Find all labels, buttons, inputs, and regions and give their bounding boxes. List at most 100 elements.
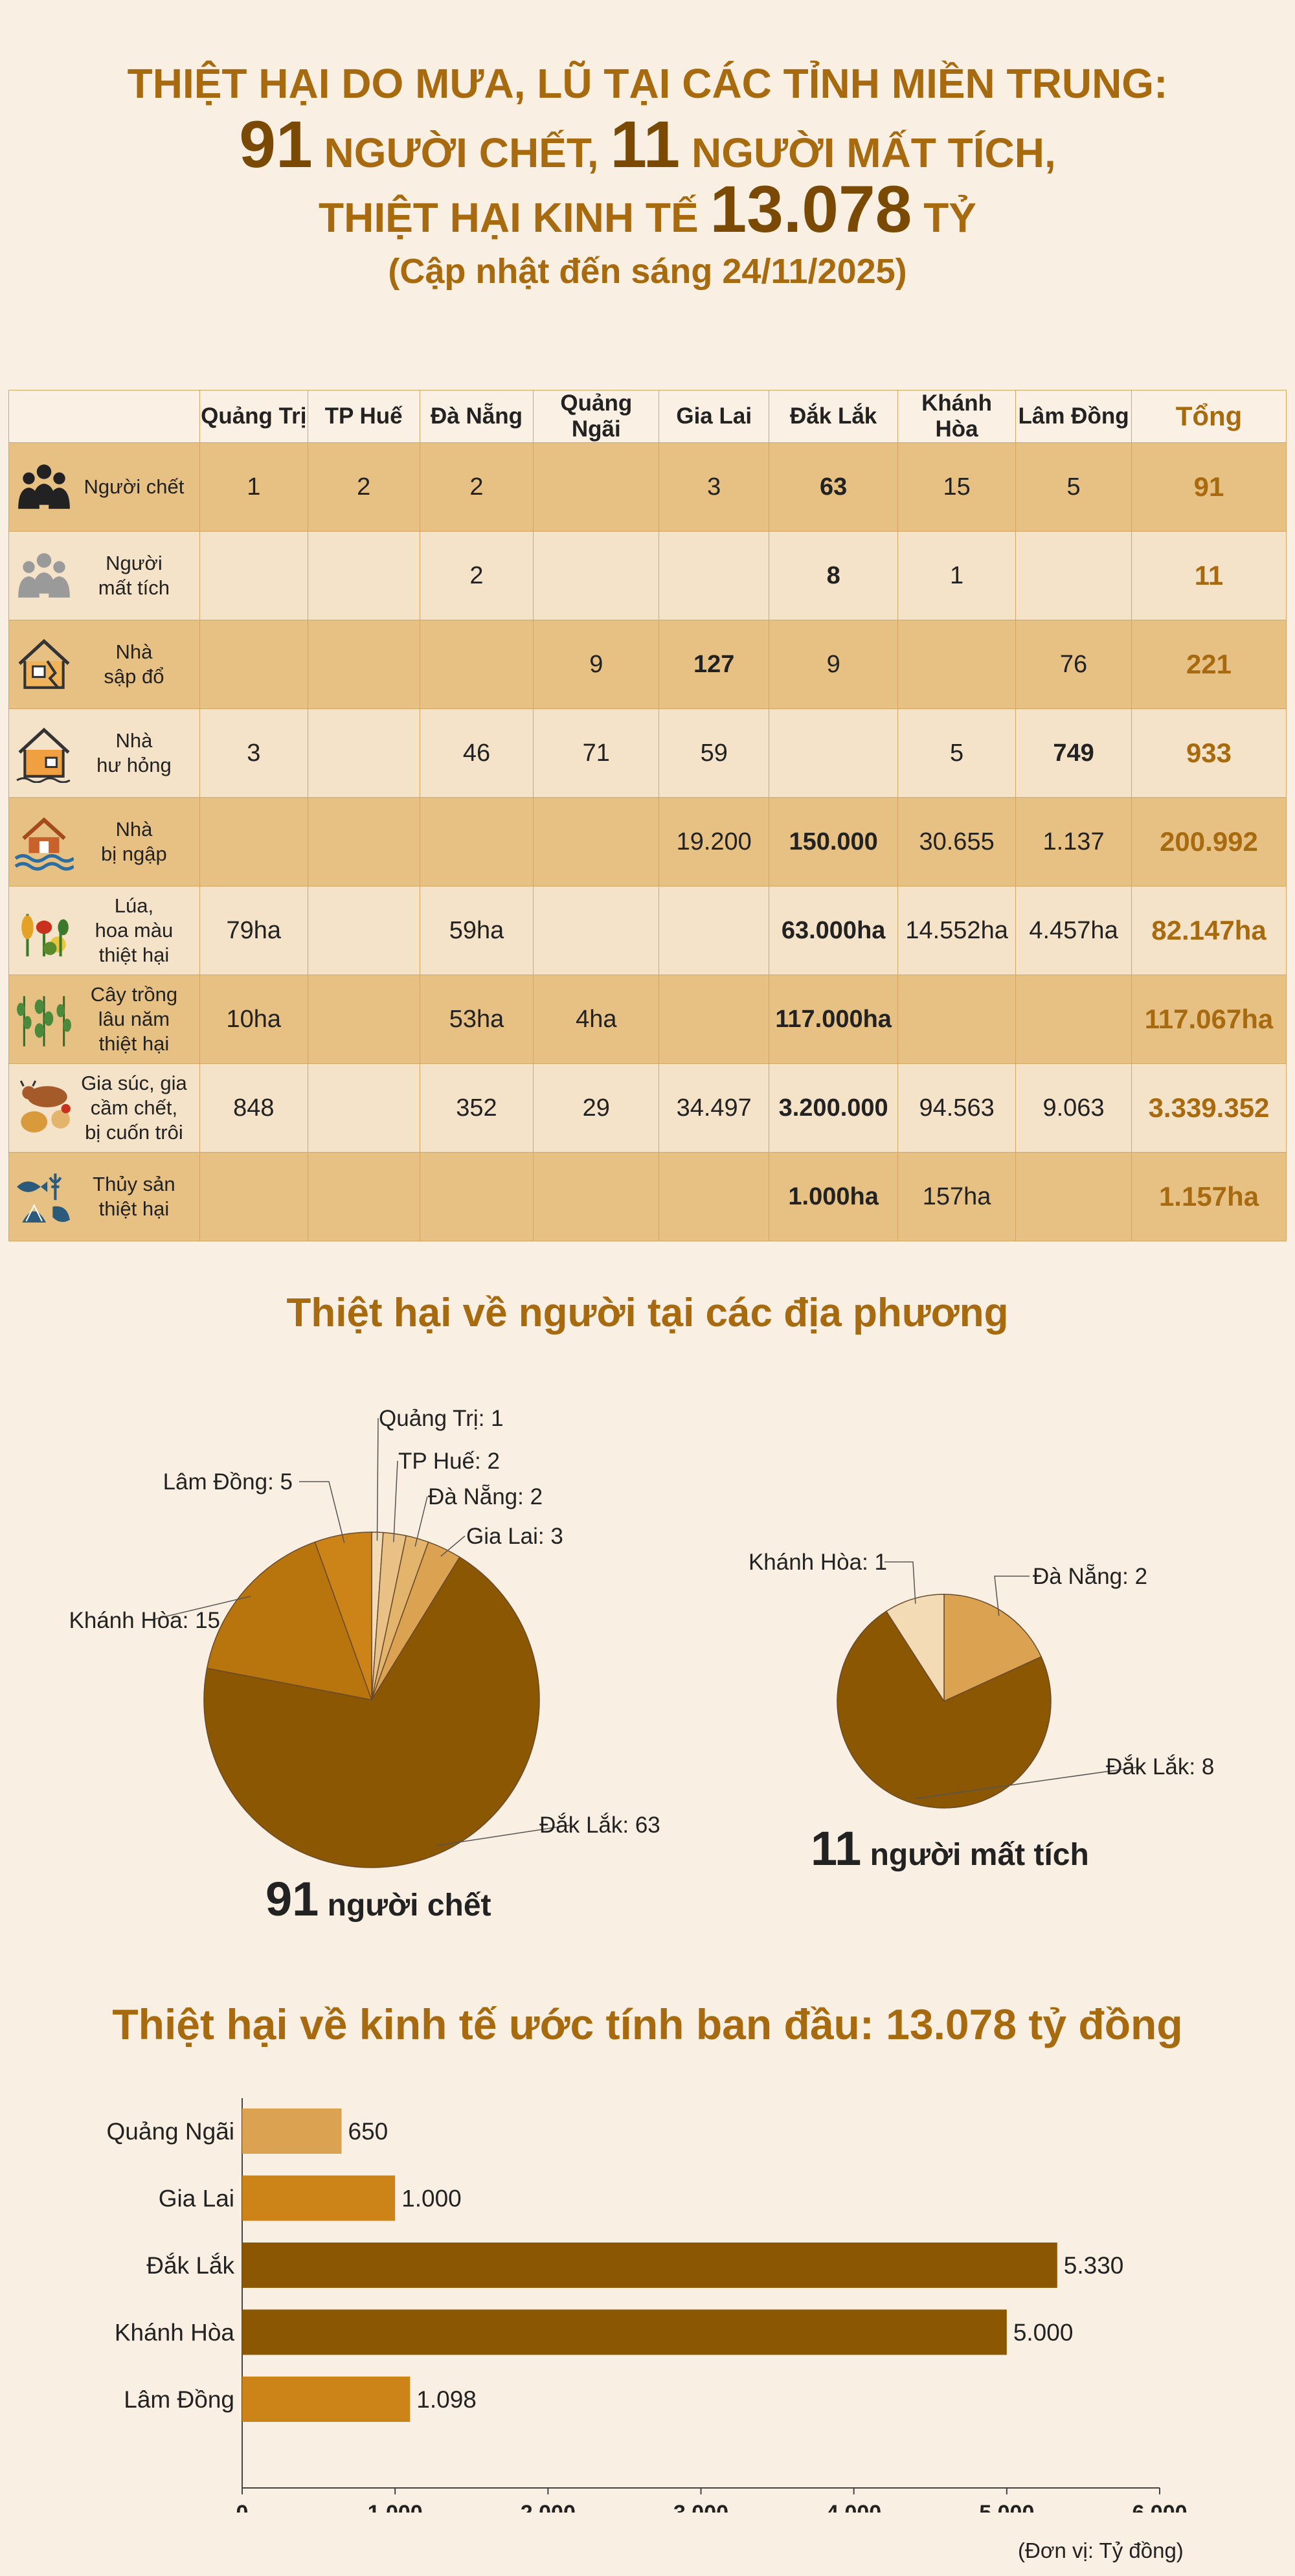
table-cell: 2 — [419, 442, 534, 532]
pie-leader-line — [299, 1481, 345, 1543]
table-cell — [659, 531, 770, 620]
row-label-cell: Gia súc, gia cầm chết, bị cuốn trôi — [8, 1063, 200, 1153]
column-header-total: Tổng — [1131, 390, 1287, 443]
category-label: Lâm Đồng — [124, 2386, 234, 2413]
table-cell: 79ha — [199, 886, 308, 975]
table-cell — [533, 797, 660, 887]
x-tick-label: 4.000 — [826, 2501, 881, 2513]
table-cell: 5 — [897, 708, 1017, 798]
table-row: Lúa, hoa màu thiệt hại 79ha 59ha 63.000ha 14… — [8, 886, 1287, 975]
row-label: Nhà bị ngập — [101, 818, 167, 865]
table-cell: 9.063 — [1015, 1063, 1132, 1153]
table-cell — [1015, 1152, 1132, 1241]
pie-missing-caption-text: người mất tích — [861, 1838, 1089, 1872]
pie-leader-line — [393, 1460, 398, 1542]
table-cell: 2 — [307, 442, 420, 532]
table-cell-total: 1.157ha — [1131, 1152, 1287, 1241]
table-cell — [533, 1152, 660, 1241]
table-cell: 63 — [769, 442, 899, 532]
pie-slice — [885, 1594, 945, 1703]
column-header: Lâm Đồng — [1015, 390, 1132, 443]
table-cell: 4.457ha — [1015, 886, 1132, 975]
pie-slice-label: Gia Lai: 3 — [466, 1524, 563, 1549]
table-cell — [659, 1152, 770, 1241]
pie-leader-line — [884, 1561, 916, 1604]
bar — [242, 2243, 1057, 2288]
pie-leader-line — [440, 1535, 466, 1557]
row-label: Lúa, hoa màu thiệt hại — [95, 894, 174, 966]
table-cell: 59ha — [419, 886, 534, 975]
table-cell-total: 91 — [1131, 442, 1287, 532]
pie-dead-caption-num: 91 — [265, 1872, 319, 1926]
table-cell-total: 11 — [1131, 531, 1287, 620]
table-cell: 157ha — [897, 1152, 1017, 1241]
table-cell: 30.655 — [897, 797, 1017, 887]
x-tick-label: 0 — [236, 2501, 249, 2513]
x-tick-label: 3.000 — [673, 2501, 728, 2513]
row-label-cell: Thủy sản thiệt hại — [8, 1152, 200, 1241]
pie-slice-label: Khánh Hòa: 15 — [69, 1608, 220, 1633]
row-label-cell: Người chết — [8, 442, 200, 532]
column-header: Gia Lai — [659, 390, 770, 443]
table-cell-total: 82.147ha — [1131, 886, 1287, 975]
table-cell: 46 — [419, 708, 534, 798]
table-row: Cây trồng lâu năm thiệt hại 10ha 53ha 4ha 11… — [8, 975, 1287, 1064]
row-label: Người mất tích — [98, 552, 170, 599]
x-tick-label: 2.000 — [521, 2501, 576, 2513]
table-header-row: Quảng Trị TP Huế Đà Nẵng Quảng Ngãi Gia Lai Đ… — [8, 390, 1287, 443]
table-cell — [199, 531, 308, 620]
table-cell: 9 — [769, 620, 899, 709]
table-cell: 9 — [533, 620, 660, 709]
unit-note: (Đơn vị: Tỷ đồng) — [1018, 2538, 1184, 2562]
title-line-2: 91 NGƯỜI CHẾT, 11 NGƯỜI MẤT TÍCH, — [0, 109, 1295, 188]
table-cell — [307, 1063, 420, 1153]
table-cell-total: 933 — [1131, 708, 1287, 798]
row-label-cell: Người mất tích — [8, 531, 200, 620]
title-line-3: THIỆT HẠI KINH TẾ 13.078 TỶ — [0, 174, 1295, 253]
table-cell — [199, 620, 308, 709]
table-cell — [307, 531, 420, 620]
pie-missing-caption-num: 11 — [811, 1822, 862, 1875]
pie-slice — [314, 1531, 372, 1700]
pie-leader-line — [435, 1824, 573, 1846]
pie-leader-line — [994, 1576, 1030, 1616]
table-cell — [307, 1152, 420, 1241]
column-header: Đà Nẵng — [419, 390, 534, 443]
pie-slice — [943, 1594, 1042, 1702]
damaged-house-icon — [16, 727, 71, 783]
bar-value-label: 1.000 — [401, 2186, 462, 2212]
table-cell: 352 — [419, 1063, 534, 1153]
pie-dead: Quảng Trị: 1 TP Huế: 2 Đà Nẵng: 2 Gia Lai: … — [69, 1406, 660, 1868]
seafood-icon — [17, 1173, 70, 1223]
pie-slice-label: Đà Nẵng: 2 — [1033, 1564, 1147, 1589]
pie-missing-caption: 11 người mất tích — [811, 1821, 1089, 1876]
bar — [242, 2175, 396, 2221]
livestock-icon — [19, 1080, 71, 1133]
table-corner-cell — [8, 390, 200, 443]
table-row: Nhà hư hỏng 3 46 71 59 5 749 933 — [8, 708, 1287, 798]
row-label: Gia súc, gia cầm chết, bị cuốn trôi — [81, 1072, 187, 1144]
table-cell: 8 — [769, 531, 899, 620]
table-cell: 127 — [659, 620, 770, 709]
row-label: Nhà sập đổ — [104, 640, 164, 688]
table-cell-total: 3.339.352 — [1131, 1063, 1287, 1153]
table-cell — [419, 797, 534, 887]
x-tick-label: 1.000 — [368, 2501, 423, 2513]
bar-value-label: 1.098 — [416, 2386, 477, 2413]
table-cell — [307, 797, 420, 887]
missing-text: NGƯỜI MẤT TÍCH, — [680, 130, 1056, 176]
table-cell: 2 — [419, 531, 534, 620]
pie-slice-label: TP Huế: 2 — [398, 1449, 500, 1474]
table-cell — [1015, 531, 1132, 620]
pie-slice-label: Quảng Trị: 1 — [379, 1406, 504, 1431]
row-label: Cây trồng lâu năm thiệt hại — [90, 983, 178, 1055]
table-cell — [419, 1152, 534, 1241]
table-cell: 15 — [897, 442, 1017, 532]
table-row: Nhà bị ngập 19.200 150.000 30.655 1.137 200.9… — [8, 797, 1287, 887]
dead-text: NGƯỜI CHẾT, — [312, 130, 611, 176]
table-cell — [307, 620, 420, 709]
table-cell — [1015, 975, 1132, 1064]
table-cell — [897, 620, 1017, 709]
row-label-cell: Cây trồng lâu năm thiệt hại — [8, 975, 200, 1064]
table-cell: 76 — [1015, 620, 1132, 709]
